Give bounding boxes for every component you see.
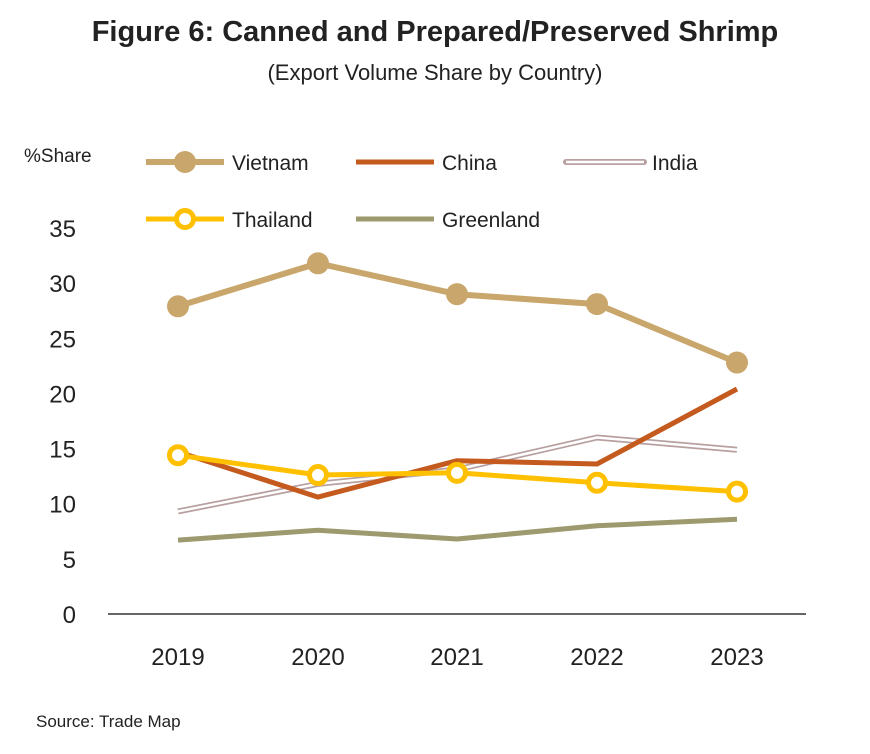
legend-label-china: China [442,152,497,175]
y-tick-label: 5 [63,547,76,574]
data-point-vietnam [446,283,468,306]
source-note: Source: Trade Map [36,712,181,731]
y-axis-ticks: 0 5 10 15 20 25 30 35 [49,216,76,629]
x-tick-label: 2020 [291,644,344,671]
y-tick-label: 0 [63,602,76,629]
y-tick-label: 10 [49,492,76,519]
x-tick-label: 2021 [430,644,483,671]
series-thailand [167,444,748,503]
y-tick-label: 30 [49,271,76,298]
x-tick-label: 2019 [151,644,204,671]
legend-item-thailand: Thailand [146,208,313,232]
data-point-thailand [446,461,468,484]
legend-label-greenland: Greenland [442,209,540,232]
series-line-greenland [177,516,738,543]
x-tick-label: 2023 [710,644,763,671]
y-axis-label: %Share [24,146,92,167]
data-point-vietnam [726,351,748,374]
series-vietnam [167,252,748,374]
series-line-vietnam [177,260,739,366]
series-line-china [177,386,739,500]
data-point-thailand [167,444,189,467]
legend-item-vietnam: Vietnam [146,151,309,175]
legend-item-greenland: Greenland [356,209,540,232]
legend-label-vietnam: Vietnam [232,152,309,175]
data-point-vietnam [167,295,189,318]
series-china [177,386,739,500]
legend-label-india: India [652,152,698,175]
series-greenland [177,516,738,543]
legend-marker-thailand [174,208,196,230]
chart-subtitle: (Export Volume Share by Country) [267,60,603,85]
legend-label-thailand: Thailand [232,209,313,232]
legend-marker-vietnam [174,151,196,173]
y-tick-label: 20 [49,381,76,408]
x-tick-label: 2022 [570,644,623,671]
data-point-thailand [726,480,748,503]
y-tick-label: 35 [49,216,76,243]
legend-item-china: China [356,152,497,175]
series-group [167,252,748,543]
data-point-vietnam [307,252,329,275]
data-point-thailand [586,471,608,494]
y-tick-label: 15 [49,437,76,464]
y-tick-label: 25 [49,326,76,353]
chart-title: Figure 6: Canned and Prepared/Preserved … [91,16,779,48]
legend-item-india: India [563,152,698,175]
x-axis-ticks: 2019 2020 2021 2022 2023 [151,644,763,671]
legend: Vietnam China India Thailand Greenland [146,151,698,232]
data-point-vietnam [586,293,608,316]
data-point-thailand [307,464,329,487]
